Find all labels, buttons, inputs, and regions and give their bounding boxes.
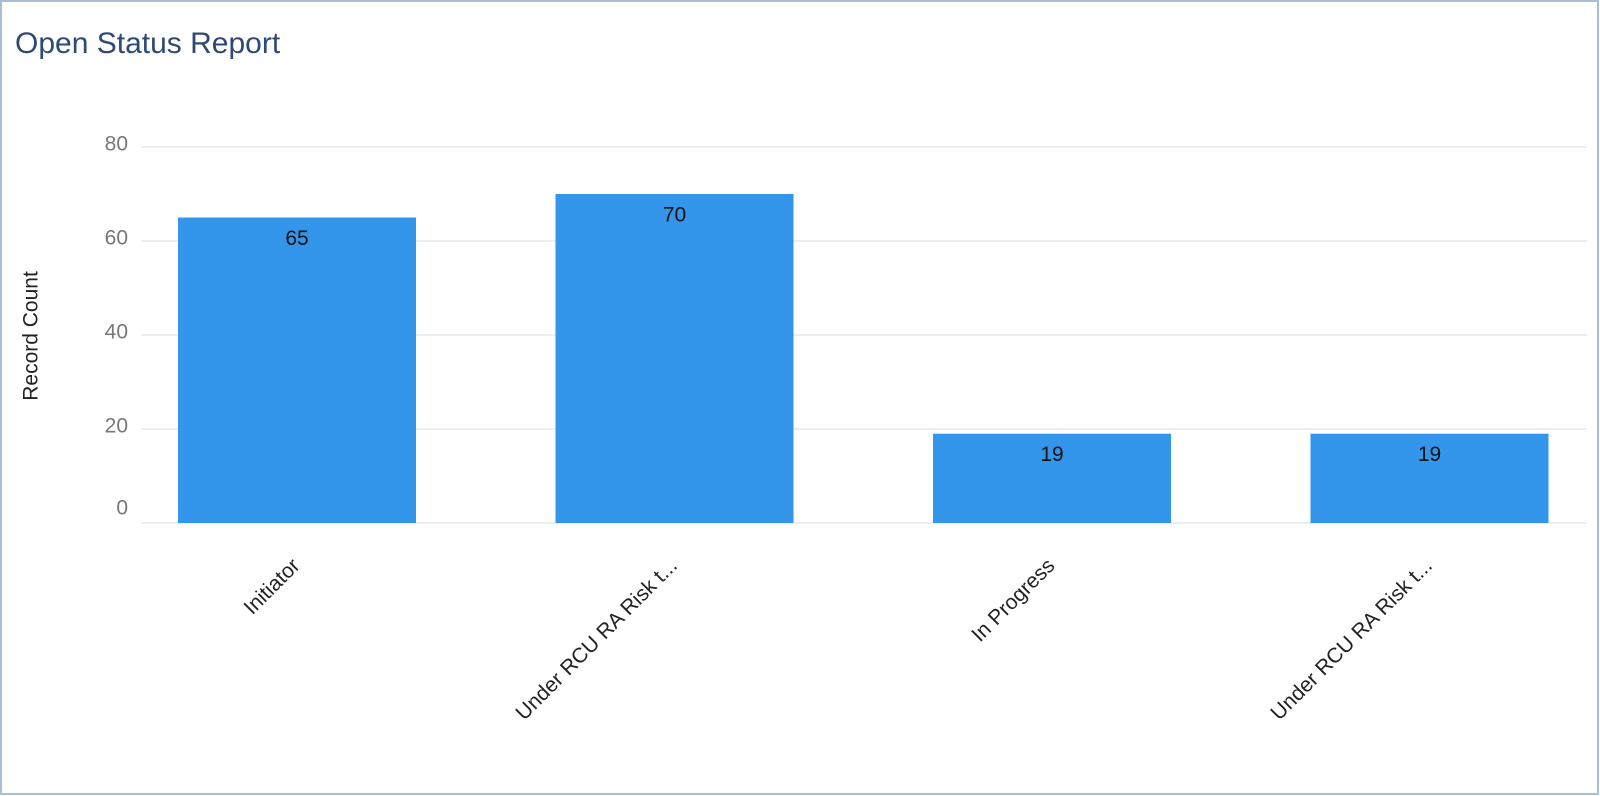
chart-title: Open Status Report [15, 27, 281, 60]
y-tick-label: 40 [105, 321, 128, 344]
data-label: 19 [1040, 443, 1063, 466]
data-label: 19 [1418, 443, 1441, 466]
bar [933, 433, 1171, 523]
data-label: 65 [285, 227, 308, 250]
y-axis-label: Record Count [20, 271, 43, 401]
bar [178, 217, 416, 523]
bar [1310, 433, 1549, 523]
y-tick-label: 60 [105, 227, 128, 250]
data-label: 70 [663, 204, 686, 227]
bar [555, 194, 794, 523]
y-tick-label: 80 [105, 133, 128, 156]
y-tick-label: 0 [116, 497, 128, 520]
y-tick-label: 20 [105, 415, 128, 438]
